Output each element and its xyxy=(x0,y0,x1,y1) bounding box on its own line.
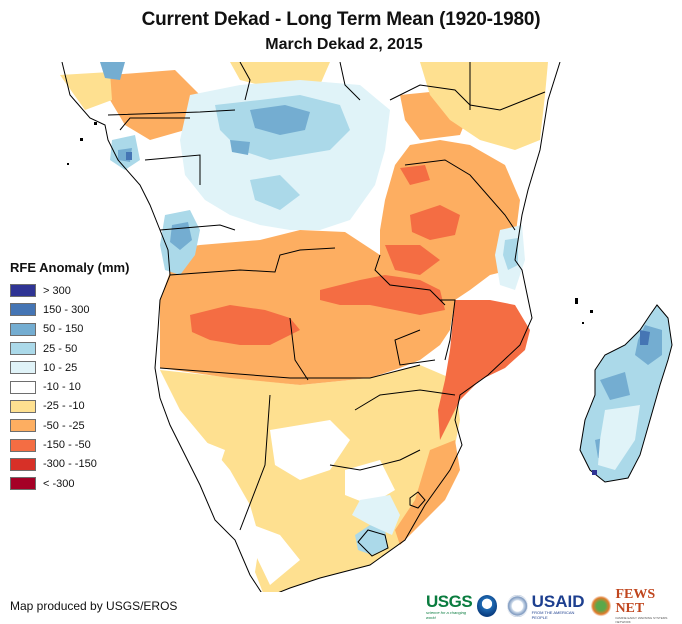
usaid-seal-icon xyxy=(507,595,528,617)
legend-label: 50 - 150 xyxy=(43,323,84,336)
anomaly-zone-mid-blue-west xyxy=(100,62,192,250)
fews-net-logo-tagline: FAMINE EARLY WARNING SYSTEMS NETWORK xyxy=(615,616,668,624)
madagascar-zone-dark-blue xyxy=(640,330,650,345)
usgs-logo-text: USGS xyxy=(426,591,473,611)
islands xyxy=(67,122,593,324)
legend-item: 150 - 300 xyxy=(10,300,129,319)
legend-item: < -300 xyxy=(10,474,129,493)
lesotho-border xyxy=(357,529,389,557)
legend-label: -300 - -150 xyxy=(43,458,97,471)
legend-item: > 300 xyxy=(10,281,129,300)
legend-swatch xyxy=(10,342,36,356)
legend-swatch xyxy=(10,284,36,298)
legend-label: 25 - 50 xyxy=(43,342,78,355)
anomaly-zone-red-orange-east-sa xyxy=(395,440,460,545)
fews-net-logo-text: FEWS NET xyxy=(615,587,656,616)
legend-swatch xyxy=(10,303,36,317)
madagascar-zone-darkest-blue xyxy=(592,470,597,475)
fews-net-globe-icon xyxy=(591,595,612,617)
noaa-logo-icon xyxy=(476,595,498,617)
anomaly-zone-blue-congo-core xyxy=(215,95,350,210)
legend-label: -25 - -10 xyxy=(43,400,85,413)
legend-item: 10 - 25 xyxy=(10,358,129,377)
legend-label: -10 - 10 xyxy=(43,381,81,394)
anomaly-zone-pale-blue xyxy=(352,495,400,535)
country-borders xyxy=(61,62,561,592)
legend-swatch xyxy=(10,399,36,413)
anomaly-zone-mid-blue-congo xyxy=(230,105,310,155)
usaid-logo: USAID FROM THE AMERICAN PEOPLE xyxy=(532,593,587,620)
legend-item: 25 - 50 xyxy=(10,339,129,358)
legend-label: 10 - 25 xyxy=(43,361,78,374)
fews-net-logo: FEWS NET FAMINE EARLY WARNING SYSTEMS NE… xyxy=(615,588,682,624)
legend-swatch xyxy=(10,438,36,452)
usgs-logo: USGS science for a changing world xyxy=(426,593,473,620)
usaid-logo-tagline: FROM THE AMERICAN PEOPLE xyxy=(531,609,575,620)
legend-label: < -300 xyxy=(43,477,75,490)
legend-item: -10 - 10 xyxy=(10,377,129,396)
legend-label: -50 - -25 xyxy=(43,419,85,432)
legend-swatch xyxy=(10,380,36,394)
map-credit: Map produced by USGS/EROS xyxy=(10,599,178,613)
madagascar-zone-mid-blue xyxy=(595,325,662,458)
legend-item: -25 - -10 xyxy=(10,397,129,416)
legend-label: -150 - -50 xyxy=(43,439,91,452)
anomaly-zone-red-orange-angola xyxy=(190,305,300,345)
legend-label: > 300 xyxy=(43,284,71,297)
legend-swatch xyxy=(10,457,36,471)
anomaly-zone-red-orange-tanzania xyxy=(385,165,460,275)
anomaly-zone-red-orange-zambia xyxy=(320,275,445,315)
anomaly-map xyxy=(60,62,673,592)
legend-item: -150 - -50 xyxy=(10,435,129,454)
map-legend: RFE Anomaly (mm) > 300 150 - 300 50 - 150 2… xyxy=(10,260,129,493)
map-subtitle: March Dekad 2, 2015 xyxy=(265,36,423,53)
map-title: Current Dekad - Long Term Mean (1920-198… xyxy=(141,9,541,30)
legend-swatch xyxy=(10,322,36,336)
usaid-logo-text: USAID xyxy=(531,591,585,611)
partner-logos: USGS science for a changing world USAID … xyxy=(426,588,682,624)
anomaly-zone-neutral xyxy=(195,420,395,585)
madagascar-zone-pale xyxy=(598,405,640,470)
usgs-logo-tagline: science for a changing world xyxy=(426,609,467,620)
legend-item: -300 - -150 xyxy=(10,455,129,474)
legend-item: 50 - 150 xyxy=(10,320,129,339)
anomaly-zone-dark-blue-west xyxy=(126,152,132,160)
legend-label: 150 - 300 xyxy=(43,303,90,316)
legend-swatch xyxy=(10,361,36,375)
anomaly-zone-light-blue-east xyxy=(503,238,518,270)
anomaly-zone-red-orange-mozambique xyxy=(438,300,530,440)
anomaly-zone-yellow-north xyxy=(60,62,548,150)
swaziland-border xyxy=(409,491,426,509)
legend-item: -50 - -25 xyxy=(10,416,129,435)
legend-title: RFE Anomaly (mm) xyxy=(10,260,130,275)
legend-swatch xyxy=(10,477,36,491)
legend-swatch xyxy=(10,419,36,433)
